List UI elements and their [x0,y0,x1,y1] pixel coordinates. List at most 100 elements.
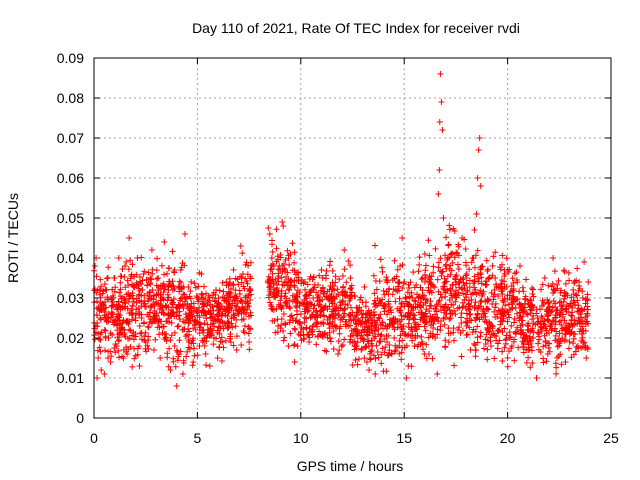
data-point [273,245,280,252]
data-point [571,331,578,338]
data-point [313,341,320,348]
data-point [347,322,354,329]
data-point [504,363,511,370]
data-point [342,321,349,328]
data-point [323,267,330,274]
data-point [491,291,498,298]
data-point [117,293,124,300]
data-point [478,274,485,281]
data-point [499,329,506,336]
data-point [568,317,575,324]
data-point [514,279,521,286]
data-point [172,363,179,370]
data-point [501,325,508,332]
data-point [561,324,568,331]
data-point [430,269,437,276]
data-point [284,247,291,254]
data-point [421,319,428,326]
data-point [108,353,115,360]
data-point [556,319,563,326]
data-point [557,298,564,305]
data-point [274,285,281,292]
data-point [277,254,284,261]
data-point [310,305,317,312]
data-point [540,299,547,306]
data-point [507,334,514,341]
data-point [143,276,150,283]
data-point [525,323,532,330]
data-point [153,267,160,274]
data-point [200,283,207,290]
data-point [339,297,346,304]
data-point [275,278,282,285]
data-point [372,333,379,340]
data-point [440,215,447,221]
data-point [507,288,514,295]
data-point [154,324,161,331]
data-point [546,303,553,310]
data-point [212,291,219,298]
data-point [451,254,458,261]
data-point [247,309,254,316]
data-point [503,255,510,262]
data-point [408,324,415,331]
data-point [494,340,501,347]
data-point [467,346,474,353]
data-point [375,354,382,361]
data-point [218,312,225,319]
data-point [556,330,563,337]
data-point [136,273,143,280]
data-point [214,313,221,320]
data-point [557,311,564,318]
data-point [171,269,178,276]
data-point [374,349,381,356]
data-point [185,344,192,351]
data-point [308,329,315,336]
data-point [136,287,143,294]
data-point [136,363,143,369]
data-point [115,314,122,321]
data-point [500,312,507,319]
x-tick-label: 25 [603,430,619,446]
data-point [516,309,523,316]
data-point [474,334,481,341]
data-point [527,364,534,371]
data-point [484,267,491,274]
data-point [330,328,337,335]
data-point [145,269,152,276]
data-point [201,320,208,327]
data-point [562,280,569,287]
data-point [386,303,393,310]
data-point [516,301,523,308]
data-point [396,307,403,314]
data-point [148,247,155,253]
data-point [463,293,470,300]
data-point [114,334,121,341]
data-point [511,319,518,326]
data-point [177,267,184,273]
data-point [470,255,477,262]
data-point [211,323,218,330]
data-point [226,288,233,295]
y-tick-label: 0.08 [57,90,84,106]
data-point [158,262,165,269]
data-point [585,279,592,285]
data-point [211,298,218,305]
data-point [307,314,314,321]
data-point [347,304,354,311]
data-point [453,249,460,256]
data-point [145,324,152,331]
data-point [509,275,516,282]
data-point [436,167,443,173]
data-point [529,316,536,323]
data-point [119,326,126,333]
data-point [326,325,333,332]
data-point [98,367,105,373]
data-point [115,310,122,317]
data-point [286,303,293,310]
data-point [104,275,111,282]
data-point [497,280,504,287]
data-point [364,332,371,339]
data-point [398,356,405,363]
data-point [135,305,142,312]
